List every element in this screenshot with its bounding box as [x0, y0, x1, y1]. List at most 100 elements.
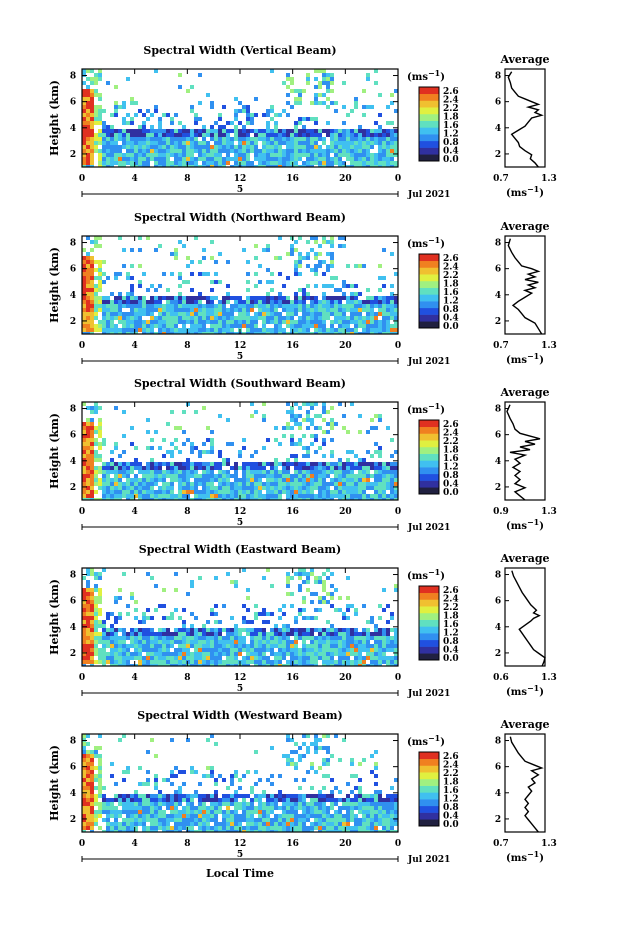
colorbar-swatch: [419, 633, 439, 641]
colorbar-tick-label: 2.6: [443, 586, 459, 596]
date-marker: 5: [237, 518, 243, 528]
y-axis-label: Height (km): [48, 579, 61, 655]
date-label: Jul 2021: [407, 689, 450, 699]
profile-height-tick: 2: [495, 815, 501, 825]
profile-height-tick: 4: [495, 789, 501, 799]
colorbar-tick-label: 2.6: [443, 87, 459, 97]
x-tick-label: 0: [395, 839, 401, 849]
colorbar-swatch: [419, 254, 439, 262]
colorbar-tick-label: 2.2: [443, 769, 459, 779]
colorbar-tick-label: 1.6: [443, 288, 459, 298]
panel-title: Spectral Width (Northward Beam): [134, 211, 346, 224]
colorbar-swatch: [419, 772, 439, 780]
colorbar-tick-label: 1.6: [443, 454, 459, 464]
colorbar-tick-label: 1.6: [443, 121, 459, 131]
colorbar-tick-label: 0.4: [443, 480, 459, 490]
colorbar-unit: (ms−1): [407, 68, 445, 83]
profile-height-tick: 2: [495, 483, 501, 493]
x-tick-label: 16: [286, 341, 299, 351]
profile-xtick-min: 0.9: [493, 507, 509, 517]
x-tick-label: 4: [132, 839, 138, 849]
height-tick-label: 2: [70, 815, 76, 825]
colorbar-frame: [418, 585, 440, 661]
colorbar-swatch: [419, 586, 439, 594]
colorbar-tick-label: 1.6: [443, 620, 459, 630]
colorbar-swatch: [419, 426, 439, 434]
profile-title: Average: [499, 552, 549, 565]
date-label: Jul 2021: [407, 523, 450, 533]
x-tick-label: 0: [79, 341, 85, 351]
profile-xtick-max: 1.3: [541, 174, 557, 184]
colorbar-swatch: [419, 287, 439, 295]
panel-title: Spectral Width (Vertical Beam): [143, 44, 336, 57]
profile-xtick-min: 0.7: [493, 341, 509, 351]
colorbar-tick-label: 1.2: [443, 130, 459, 140]
colorbar-tick-label: 0.0: [443, 654, 459, 664]
colorbar-tick-label: 1.8: [443, 778, 459, 788]
colorbar-swatch: [419, 147, 439, 155]
x-tick-label: 16: [286, 673, 299, 683]
x-tick-label: 8: [184, 839, 190, 849]
heatmap-cells: [82, 568, 398, 666]
colorbar-swatch: [419, 792, 439, 800]
panel-1: Spectral Width (Northward Beam) 2 4 6 8 Heigh…: [48, 211, 557, 367]
colorbar-tick-label: 0.0: [443, 820, 459, 830]
x-tick-label: 8: [184, 341, 190, 351]
profile-height-tick: 6: [495, 431, 501, 441]
x-tick-label: 12: [234, 673, 247, 683]
colorbar-tick-label: 1.2: [443, 795, 459, 805]
colorbar-tick-label: 0.8: [443, 138, 459, 148]
colorbar-tick-label: 1.8: [443, 612, 459, 622]
colorbar-tick-label: 1.2: [443, 297, 459, 307]
profile-frame: [504, 235, 546, 335]
colorbar-tick-label: 0.0: [443, 155, 459, 165]
height-tick-label: 4: [70, 789, 76, 799]
x-tick-label: 20: [339, 341, 352, 351]
height-tick-label: 2: [70, 483, 76, 493]
colorbar-swatch: [419, 307, 439, 315]
colorbar-swatch: [419, 460, 439, 468]
x-tick-label: 0: [79, 673, 85, 683]
colorbar-swatch: [419, 473, 439, 481]
profile-frame: [504, 68, 546, 168]
height-tick-label: 4: [70, 291, 76, 301]
colorbar-tick-label: 0.4: [443, 812, 459, 822]
x-tick-label: 12: [234, 507, 247, 517]
height-tick-label: 6: [70, 431, 76, 441]
date-marker: 5: [237, 352, 243, 362]
colorbar-swatch: [419, 765, 439, 773]
profile-line: [506, 404, 541, 501]
colorbar-swatch: [419, 301, 439, 309]
colorbar-swatch: [419, 321, 439, 329]
colorbar-tick-label: 2.4: [443, 96, 459, 106]
colorbar-swatch: [419, 799, 439, 807]
colorbar-swatch: [419, 280, 439, 288]
x-tick-label: 8: [184, 673, 190, 683]
x-tick-label: 4: [132, 174, 138, 184]
x-tick-label: 0: [395, 174, 401, 184]
panel-4: Spectral Width (Westward Beam) 2 4 6 8 Height…: [48, 709, 557, 880]
colorbar-swatch: [419, 599, 439, 607]
profile-line: [507, 238, 543, 335]
colorbar-swatch: [419, 487, 439, 495]
colorbar-tick-label: 2.2: [443, 603, 459, 613]
y-axis-label: Height (km): [48, 745, 61, 821]
profile-height-tick: 2: [495, 649, 501, 659]
colorbar-unit: (ms−1): [407, 401, 445, 416]
profile-line: [507, 71, 544, 168]
colorbar-swatch: [419, 592, 439, 600]
profile-height-tick: 4: [495, 124, 501, 134]
panel-3: Spectral Width (Eastward Beam) 2 4 6 8 Height…: [48, 543, 557, 699]
profile-height-tick: 4: [495, 457, 501, 467]
panel-title: Spectral Width (Westward Beam): [137, 709, 342, 722]
colorbar-swatch: [419, 154, 439, 162]
profile-height-tick: 8: [495, 405, 501, 415]
profile-height-tick: 8: [495, 737, 501, 747]
profile-frame: [504, 733, 546, 833]
colorbar-swatch: [419, 294, 439, 302]
height-tick-label: 2: [70, 649, 76, 659]
height-tick-label: 4: [70, 623, 76, 633]
colorbar-tick-label: 0.0: [443, 488, 459, 498]
colorbar-swatch: [419, 314, 439, 322]
